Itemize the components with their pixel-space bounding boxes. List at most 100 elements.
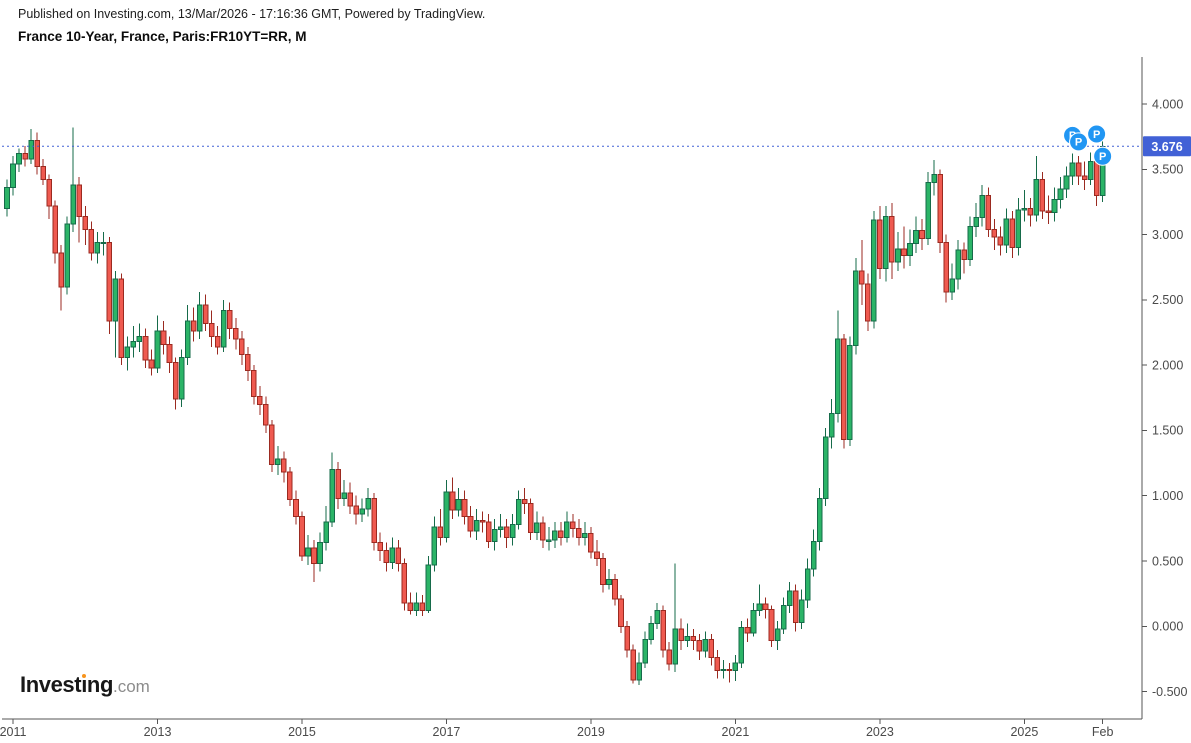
candle-body <box>654 610 660 625</box>
y-tick-label: -0.500 <box>1152 685 1187 699</box>
candle-body <box>329 469 335 523</box>
candle-body <box>365 497 371 510</box>
candle-body <box>684 636 691 642</box>
candle-body <box>251 369 257 397</box>
candle-body <box>961 249 967 260</box>
axes: 4.000 3.500 3.000 2.500 2.000 1.500 1.000 0.500… <box>0 57 1187 739</box>
candle-body <box>726 668 733 672</box>
candle-body <box>317 542 323 565</box>
candle-body <box>648 623 654 640</box>
candle-body <box>979 194 986 219</box>
candle-body <box>46 179 52 207</box>
last-price-badge-value: 3.676 <box>1151 140 1182 154</box>
x-tick-label: 2025 <box>1010 725 1038 739</box>
candle-body <box>738 627 745 664</box>
candle-body <box>293 499 299 518</box>
candle-body <box>419 602 426 612</box>
candle-body <box>4 187 10 209</box>
y-tick-label: 2.500 <box>1152 293 1183 307</box>
x-tick-label: 2021 <box>722 725 750 739</box>
published-line: Published on Investing.com, 13/Mar/2026 … <box>18 7 486 21</box>
candle-body <box>479 520 486 523</box>
alert-pin-label: P <box>1075 137 1082 149</box>
candle-body <box>76 184 83 217</box>
candle-body <box>425 564 432 612</box>
candle-body <box>16 153 22 165</box>
candle-body <box>943 241 949 293</box>
candle-body <box>895 248 901 263</box>
candle-body <box>190 320 197 332</box>
candle-body <box>281 458 287 473</box>
candle-body <box>257 395 263 405</box>
price-alert-markers: PPPP <box>1063 124 1113 166</box>
candle-body <box>503 526 510 539</box>
y-tick-label: 0.500 <box>1152 554 1183 568</box>
candle-body <box>10 163 16 189</box>
candle-body <box>1063 175 1070 190</box>
y-tick-label: 1.500 <box>1152 424 1183 438</box>
candle-body <box>443 491 450 539</box>
candle-body <box>786 590 793 606</box>
candle-body <box>455 499 462 511</box>
candle-body <box>226 309 233 330</box>
last-price-badge-box <box>1143 136 1191 157</box>
candle-body <box>263 403 269 426</box>
candle-body <box>804 568 811 601</box>
candle-body <box>810 540 817 570</box>
candle-body <box>184 320 191 358</box>
candle-body <box>678 628 685 642</box>
candle-body <box>696 640 703 652</box>
candle-body <box>395 547 402 565</box>
candle-body <box>834 338 841 414</box>
candle-body <box>275 458 281 465</box>
candle-body <box>666 649 673 665</box>
candle-body <box>576 527 582 539</box>
candle-body <box>985 194 992 230</box>
candle-body <box>160 330 167 345</box>
price-alert-marker: P <box>1093 146 1113 166</box>
candle-body <box>497 526 504 531</box>
candle-body <box>208 322 215 337</box>
candle-body <box>509 523 516 539</box>
candle-body <box>937 174 943 243</box>
candle-body <box>202 304 209 324</box>
candle-body <box>564 521 570 539</box>
candle-body <box>118 278 125 358</box>
candle-body <box>521 499 528 505</box>
x-tick-label: Feb <box>1092 725 1114 739</box>
candle-body <box>594 551 600 559</box>
candle-body <box>859 270 865 285</box>
candle-body <box>756 603 763 612</box>
candle-body <box>220 309 227 348</box>
candle-body <box>154 330 161 369</box>
x-tick-label: 2013 <box>144 725 172 739</box>
candle-body <box>178 356 185 400</box>
y-tick-label: 3.500 <box>1152 163 1183 177</box>
candle-body <box>822 436 829 499</box>
candle-body <box>853 270 859 347</box>
x-tick-label: 2011 <box>0 725 27 739</box>
candle-body <box>1009 218 1016 249</box>
candle-body <box>238 338 245 356</box>
candle-body <box>925 181 931 239</box>
candle-body <box>865 283 871 322</box>
candle-body <box>708 638 715 659</box>
instrument-title: France 10-Year, France, Paris:FR10YT=RR,… <box>18 29 307 44</box>
candle-body <box>299 516 305 557</box>
candle-body <box>527 503 534 533</box>
candle-body <box>606 578 612 586</box>
candle-body <box>166 343 173 364</box>
candle-body <box>347 492 353 507</box>
candle-body <box>660 610 666 651</box>
alert-pin-icon <box>1093 146 1113 166</box>
candle-body <box>630 649 636 681</box>
alert-pin-icon <box>1087 124 1107 144</box>
candle-body <box>305 547 311 557</box>
candle-body <box>533 522 540 533</box>
candle-body <box>172 362 179 400</box>
candle-body <box>287 471 293 501</box>
candle-body <box>124 346 131 358</box>
y-tick-label: 3.000 <box>1152 228 1183 242</box>
candle-body <box>714 657 721 672</box>
